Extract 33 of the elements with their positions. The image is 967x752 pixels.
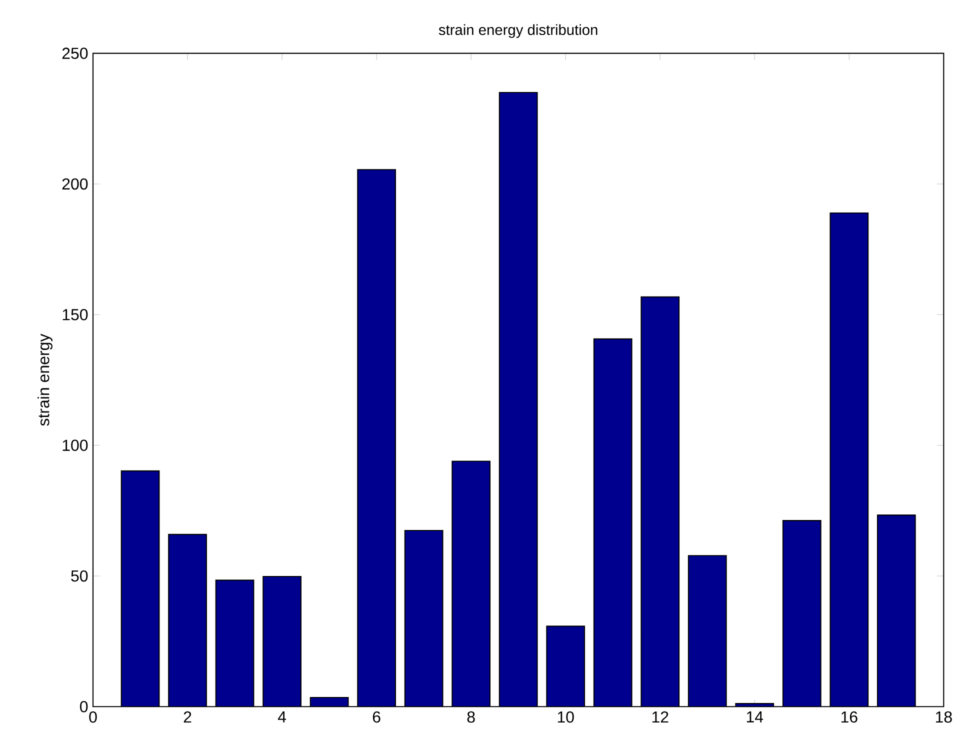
x-tick-label: 6 xyxy=(372,711,380,723)
x-tick-label: 16 xyxy=(841,711,858,723)
chart-title: strain energy distribution xyxy=(438,24,598,38)
y-tick-label: 100 xyxy=(62,440,88,451)
bar xyxy=(263,576,301,707)
bar xyxy=(358,170,396,707)
x-tick-label: 8 xyxy=(467,711,475,723)
y-axis-title: strain energy xyxy=(38,334,52,426)
y-tick-label: 50 xyxy=(71,570,88,582)
x-tick-label: 10 xyxy=(558,711,574,723)
x-tick-label: 14 xyxy=(746,711,764,722)
bar xyxy=(499,92,538,707)
x-tick-label: 0 xyxy=(89,711,97,723)
bar xyxy=(876,514,916,707)
bar xyxy=(830,212,868,707)
bar xyxy=(452,461,490,707)
bar xyxy=(594,338,632,707)
bar xyxy=(546,626,584,707)
bar xyxy=(121,470,160,707)
bar xyxy=(216,580,254,707)
x-tick-label: 2 xyxy=(184,711,192,723)
bar xyxy=(782,520,821,707)
y-tick-label: 0 xyxy=(80,700,88,712)
y-tick-label: 200 xyxy=(62,178,88,190)
y-tick-label: 250 xyxy=(62,48,88,59)
bar xyxy=(688,556,726,707)
y-tick-label: 150 xyxy=(62,308,88,320)
bar xyxy=(168,534,206,707)
bar xyxy=(641,296,680,707)
bar xyxy=(404,530,443,707)
x-tick-label: 18 xyxy=(936,711,952,723)
x-tick-label: 4 xyxy=(278,711,286,722)
x-tick-label: 12 xyxy=(652,711,668,723)
